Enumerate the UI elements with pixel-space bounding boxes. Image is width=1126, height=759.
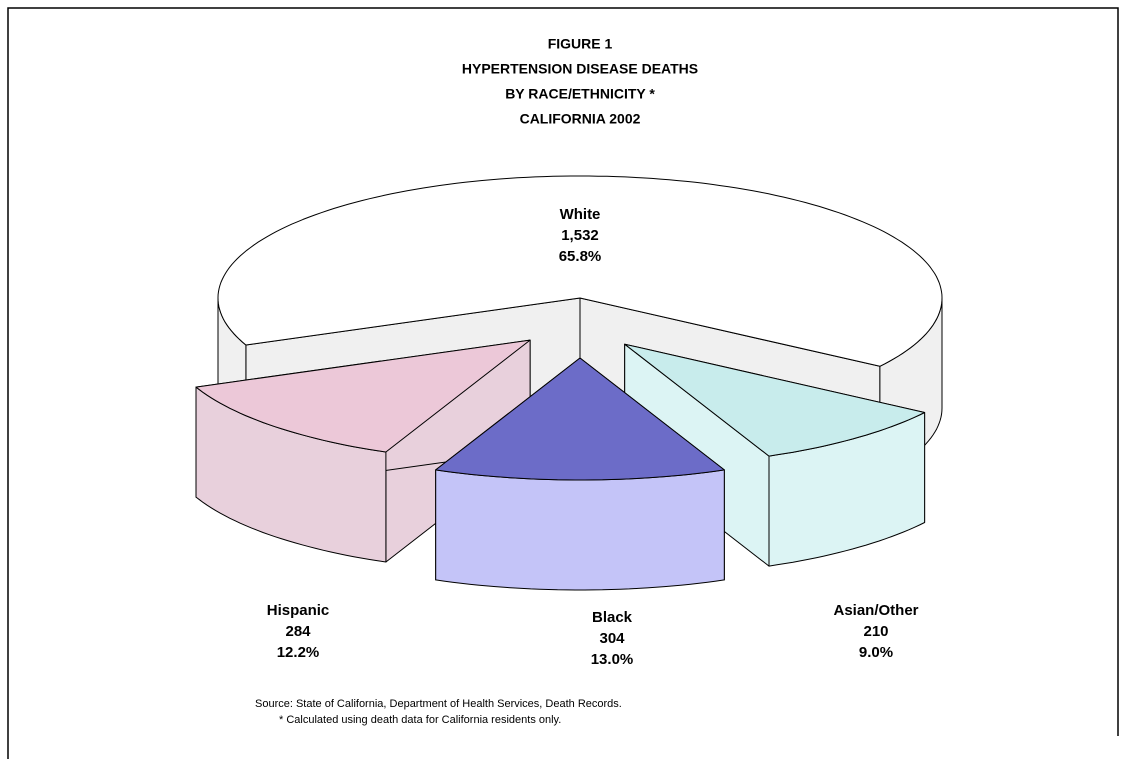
source-note: Source: State of California, Department … <box>255 698 622 710</box>
chart-title: BY RACE/ETHNICITY * <box>505 86 655 102</box>
chart-title: CALIFORNIA 2002 <box>520 111 641 127</box>
slice-label: Hispanic <box>267 602 330 619</box>
slice-value: 1,532 <box>561 227 599 244</box>
slice-wall <box>435 469 725 591</box>
chart-title: FIGURE 1 <box>548 36 613 52</box>
slice-percent: 12.2% <box>277 644 320 661</box>
slice-percent: 65.8% <box>559 248 602 265</box>
slice <box>217 175 943 367</box>
slice-label: White <box>560 206 601 223</box>
slice-value: 284 <box>285 623 311 640</box>
footnote: * Calculated using death data for Califo… <box>279 714 561 726</box>
slice-percent: 9.0% <box>859 644 893 661</box>
pie <box>195 175 943 591</box>
slice-percent: 13.0% <box>591 651 634 668</box>
frame <box>7 7 1119 759</box>
slice <box>624 343 926 457</box>
slice-value: 210 <box>863 623 888 640</box>
slice <box>195 339 531 453</box>
chart-title: HYPERTENSION DISEASE DEATHS <box>462 61 698 77</box>
slice <box>435 357 725 481</box>
slice-label: Black <box>592 609 633 626</box>
slice-label: Asian/Other <box>833 602 918 619</box>
slice-value: 304 <box>599 630 625 647</box>
